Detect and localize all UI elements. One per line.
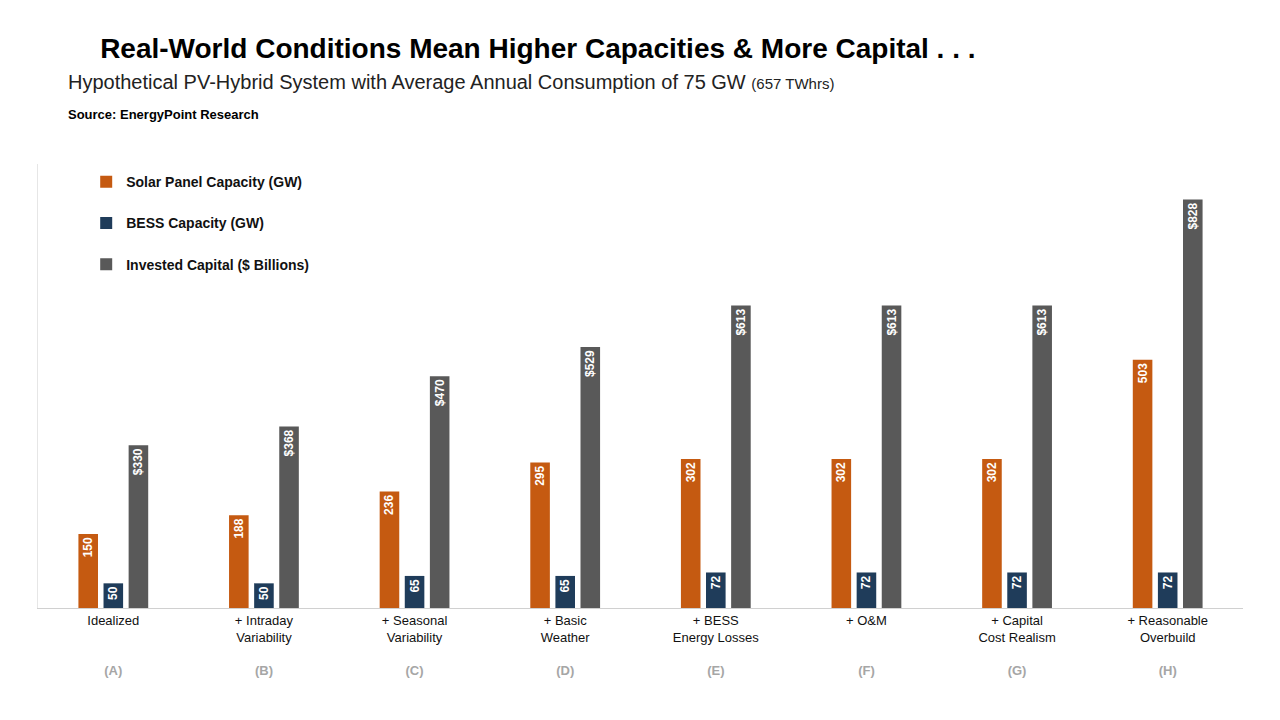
svg-text:Idealized (A): Idealized (A): [87, 613, 139, 679]
svg-text:+ O&M (F): + O&M (F): [846, 613, 887, 679]
svg-text:$330: $330: [131, 448, 145, 475]
svg-text:72: 72: [859, 575, 873, 589]
svg-text:150: 150: [81, 537, 95, 557]
svg-text:$529: $529: [583, 350, 597, 377]
svg-text:+ BasicWeather (D): + BasicWeather (D): [541, 613, 591, 679]
svg-text:+ IntradayVariability (B): + IntradayVariability (B): [235, 613, 294, 679]
svg-text:302: 302: [684, 462, 698, 482]
svg-text:+ SeasonalVariability (C): + SeasonalVariability (C): [382, 613, 448, 679]
svg-text:$470: $470: [433, 379, 447, 406]
svg-text:Solar Panel Capacity (GW): Solar Panel Capacity (GW): [126, 174, 302, 190]
svg-text:$828: $828: [1186, 203, 1200, 230]
svg-text:236: 236: [382, 495, 396, 515]
svg-text:295: 295: [533, 465, 547, 485]
svg-text:50: 50: [106, 586, 120, 600]
svg-text:72: 72: [1010, 575, 1024, 589]
svg-text:302: 302: [985, 462, 999, 482]
svg-text:$613: $613: [734, 309, 748, 336]
svg-text:Source: EnergyPoint Research: Source: EnergyPoint Research: [68, 107, 259, 122]
svg-text:$613: $613: [885, 309, 899, 336]
svg-text:Hypothetical PV-Hybrid System: Hypothetical PV-Hybrid System with Avera…: [68, 71, 834, 93]
svg-text:65: 65: [558, 579, 572, 593]
svg-text:+ ReasonableOverbuild (H): + ReasonableOverbuild (H): [1127, 613, 1208, 679]
svg-text:302: 302: [834, 462, 848, 482]
svg-text:50: 50: [257, 586, 271, 600]
svg-text:503: 503: [1136, 363, 1150, 383]
svg-text:72: 72: [709, 575, 723, 589]
svg-text:+ CapitalCost Realism (G): + CapitalCost Realism (G): [978, 613, 1055, 679]
svg-text:$368: $368: [282, 429, 296, 456]
svg-text:188: 188: [232, 518, 246, 538]
svg-text:+ BESSEnergy Losses (E): + BESSEnergy Losses (E): [673, 613, 759, 679]
svg-text:BESS Capacity (GW): BESS Capacity (GW): [126, 215, 264, 231]
svg-text:Real-World Conditions Mean Hig: Real-World Conditions Mean Higher Capaci…: [100, 33, 975, 64]
svg-text:65: 65: [408, 579, 422, 593]
svg-text:$613: $613: [1035, 309, 1049, 336]
svg-text:72: 72: [1161, 575, 1175, 589]
svg-text:Invested Capital ($ Billions): Invested Capital ($ Billions): [126, 257, 309, 273]
